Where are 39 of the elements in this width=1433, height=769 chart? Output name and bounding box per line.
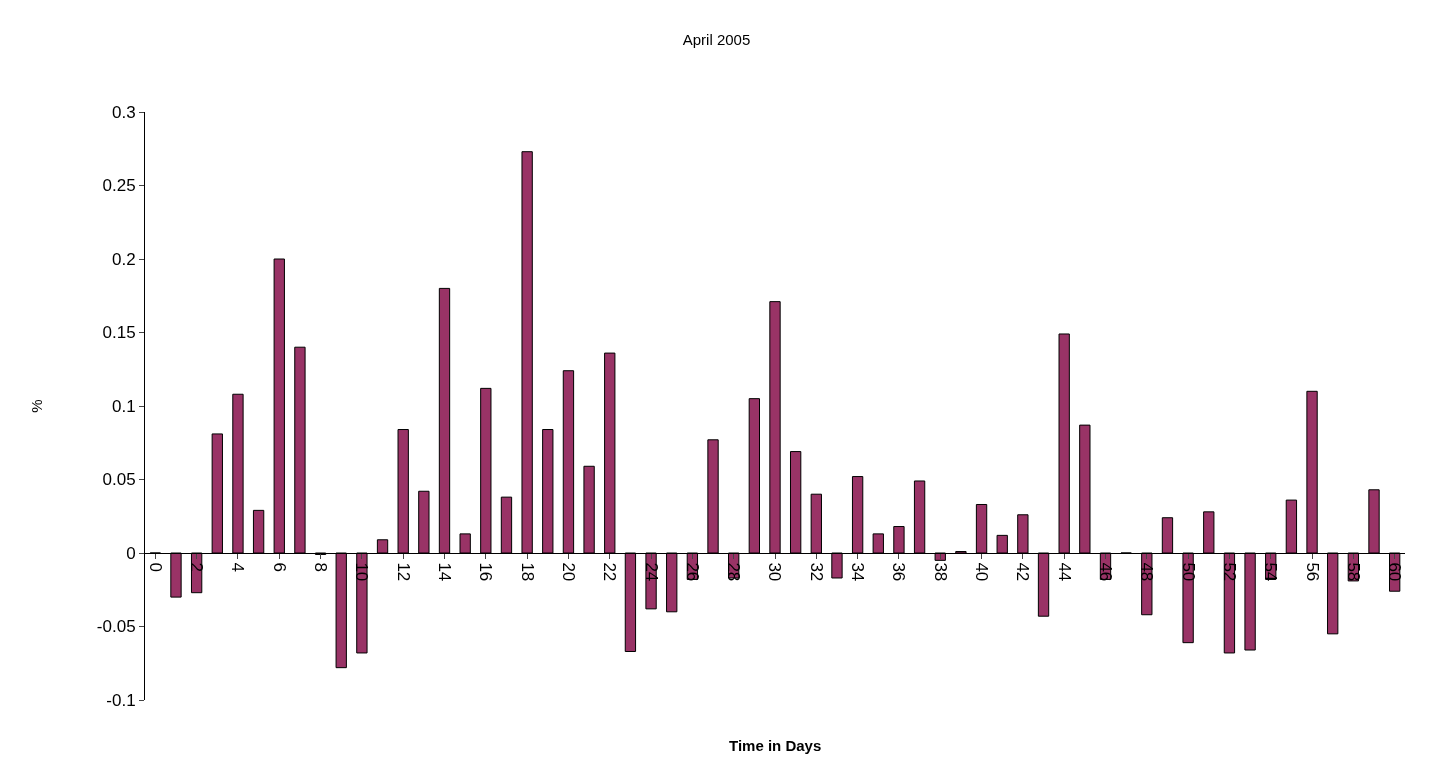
x-tick-label: 14: [434, 562, 454, 582]
x-tick-label: 30: [765, 562, 785, 582]
x-axis-title: Time in Days: [729, 737, 822, 754]
x-tick-label: 36: [889, 562, 909, 582]
y-tick-label: 0.05: [102, 470, 136, 490]
y-tick-label: 0.1: [111, 396, 136, 416]
x-tick-label: 56: [1302, 562, 1322, 582]
x-tick-label: 26: [682, 562, 702, 582]
y-tick-label: 0.3: [111, 102, 136, 122]
y-tick-label: 0.2: [111, 249, 136, 269]
x-tick-label: 16: [476, 562, 496, 582]
x-tick-label: 2: [187, 562, 207, 572]
y-axis-title: %: [28, 399, 46, 413]
x-tick-label: 8: [311, 562, 331, 572]
x-tick-label: 52: [1219, 562, 1239, 582]
x-tick-label: 44: [1054, 562, 1074, 582]
x-tick-label: 40: [972, 562, 992, 582]
y-tick-label: -0.05: [96, 617, 136, 637]
x-tick-label: 50: [1178, 562, 1198, 582]
x-tick-label: 10: [352, 562, 372, 582]
x-tick-label: 22: [600, 562, 620, 582]
y-tick-label: 0.25: [102, 176, 136, 196]
x-tick-label: 6: [269, 562, 289, 572]
x-tick-label: 12: [393, 562, 413, 582]
x-tick-label: 38: [930, 562, 950, 582]
y-tick-label: 0.15: [102, 323, 136, 343]
x-tick-label: 24: [641, 562, 661, 582]
x-tick-label: 4: [228, 562, 248, 572]
x-tick-label: 34: [848, 562, 868, 582]
x-tick-label: 20: [558, 562, 578, 582]
x-tick-label: 54: [1261, 562, 1281, 582]
x-tick-label: 32: [806, 562, 826, 582]
x-tick-label: 42: [1013, 562, 1033, 582]
y-tick-label: -0.1: [106, 690, 136, 710]
x-tick-label: 0: [145, 562, 165, 572]
x-tick-label: 46: [1095, 562, 1115, 582]
x-tick-label: 18: [517, 562, 537, 582]
x-tick-label: 48: [1137, 562, 1157, 582]
chart-title: April 2005: [682, 31, 751, 49]
